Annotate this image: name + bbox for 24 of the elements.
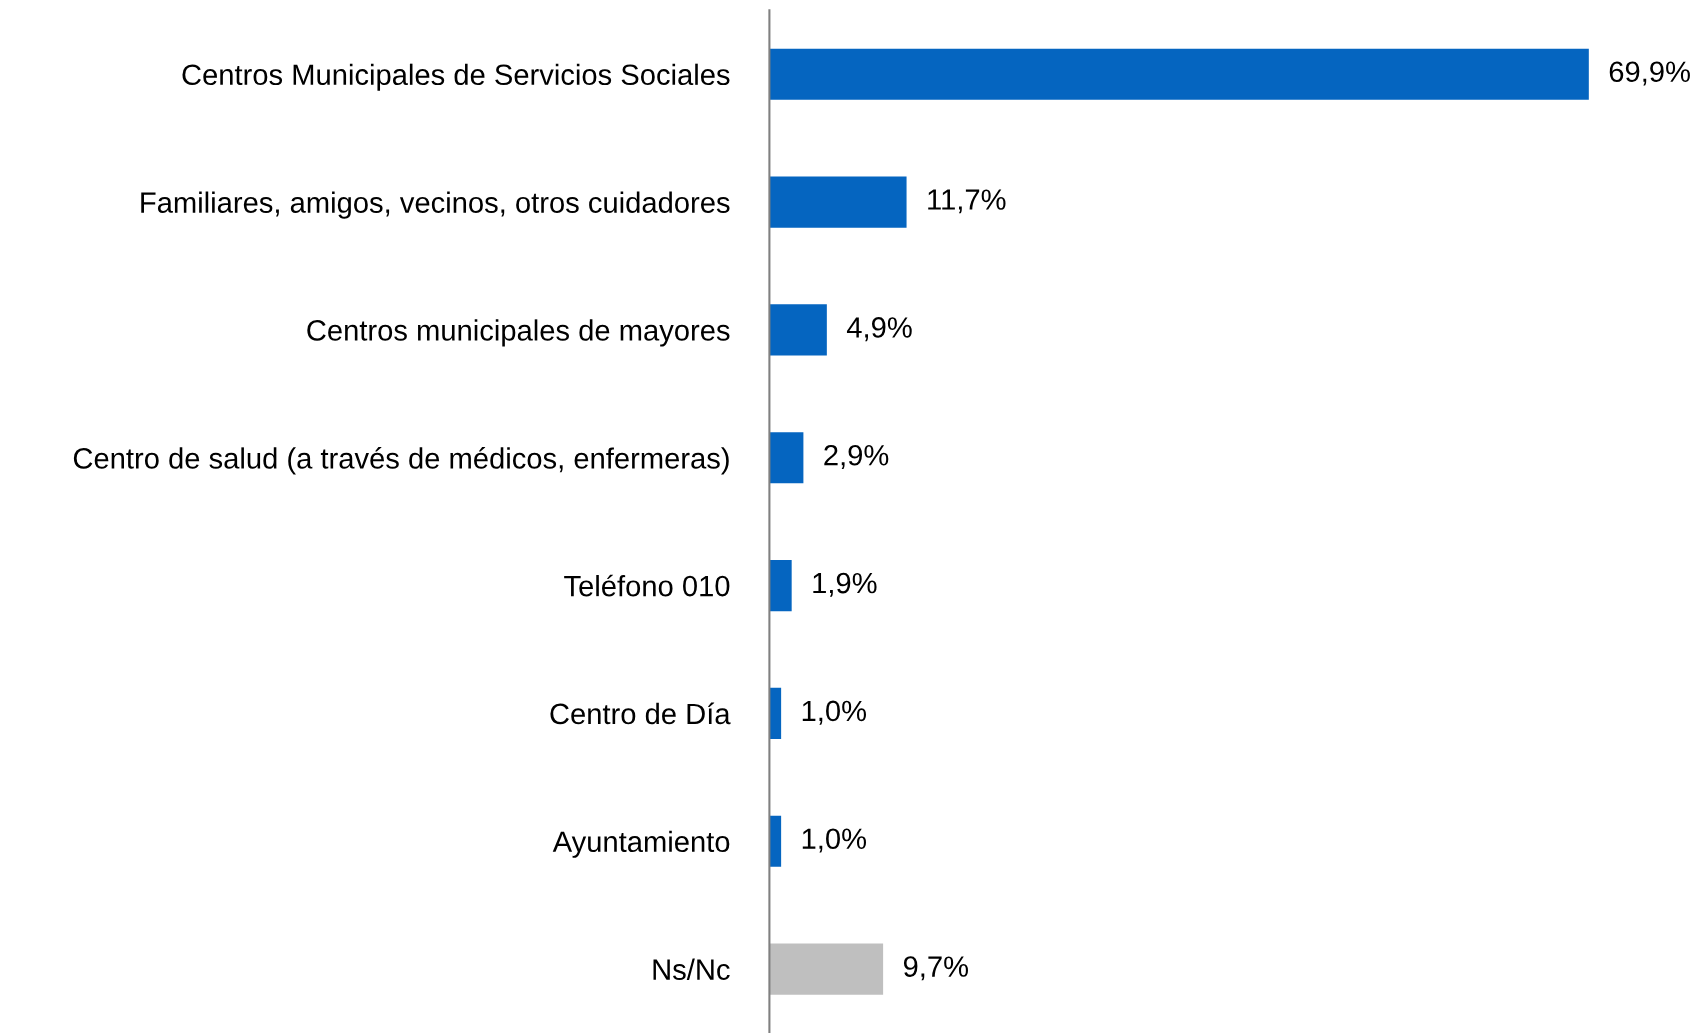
bar: [769, 432, 804, 484]
data-label: 1,0%: [802, 700, 867, 725]
bar: [769, 687, 782, 739]
data-label: 9,7%: [903, 956, 968, 981]
data-label: 1,0%: [802, 828, 867, 853]
y-tick-label: Centro de salud (a través de médicos, enfermeras): [73, 447, 729, 475]
bar: [769, 48, 1589, 100]
bar: [769, 815, 782, 867]
data-label: 4,9%: [846, 317, 912, 342]
bar: [769, 560, 792, 612]
data-label: 2,9%: [824, 444, 889, 470]
y-tick-label: Centros Municipales de Servicios Sociales: [182, 63, 730, 91]
y-tick-label: Ns/Nc: [653, 958, 730, 980]
y-tick-label: Centro de Día: [550, 702, 731, 725]
bar: [769, 176, 907, 228]
y-tick-label: Ayuntamiento: [552, 830, 730, 858]
data-label: 11,7%: [928, 189, 1006, 214]
data-label: 1,9%: [813, 572, 877, 597]
y-tick-label: Familiares, amigos, vecinos, otros cuidadores: [141, 191, 730, 219]
y-tick-label: Teléfono 010: [564, 574, 730, 597]
y-tick-label: Centros municipales de mayores: [307, 319, 730, 347]
data-label: 69,9%: [1609, 61, 1690, 86]
bar: [769, 943, 884, 995]
bar: [769, 304, 827, 356]
